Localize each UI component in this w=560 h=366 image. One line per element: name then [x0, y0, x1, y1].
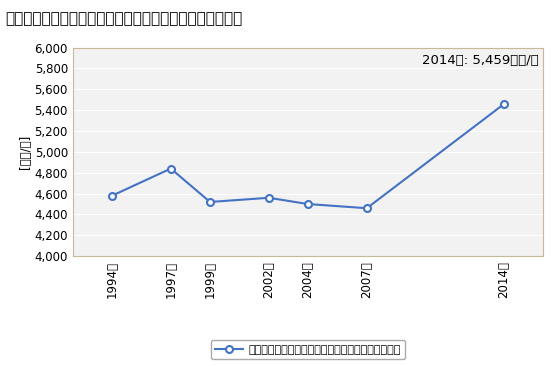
Y-axis label: [万円/人]: [万円/人] — [18, 135, 32, 169]
その他の卸売業の従業者一人当たり年間商品販売額 — [265, 195, 272, 200]
その他の卸売業の従業者一人当たり年間商品販売額 — [109, 194, 115, 198]
その他の卸売業の従業者一人当たり年間商品販売額 — [501, 102, 507, 106]
その他の卸売業の従業者一人当たり年間商品販売額 — [167, 167, 174, 171]
Text: その他の卸売業の従業者一人当たり年間商品販売額の推移: その他の卸売業の従業者一人当たり年間商品販売額の推移 — [6, 11, 243, 26]
Line: その他の卸売業の従業者一人当たり年間商品販売額: その他の卸売業の従業者一人当たり年間商品販売額 — [109, 101, 507, 212]
その他の卸売業の従業者一人当たり年間商品販売額 — [363, 206, 370, 210]
その他の卸売業の従業者一人当たり年間商品販売額 — [305, 202, 311, 206]
Text: 2014年: 5,459万円/人: 2014年: 5,459万円/人 — [422, 54, 539, 67]
Legend: その他の卸売業の従業者一人当たり年間商品販売額: その他の卸売業の従業者一人当たり年間商品販売額 — [211, 340, 405, 359]
その他の卸売業の従業者一人当たり年間商品販売額 — [207, 200, 213, 204]
